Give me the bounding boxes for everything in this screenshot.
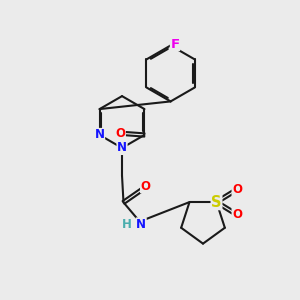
Text: O: O [115,127,125,140]
Text: O: O [232,183,242,196]
Text: F: F [170,38,180,50]
Text: S: S [211,195,222,210]
Text: O: O [141,180,151,193]
Text: N: N [94,128,105,142]
Text: H: H [122,218,131,231]
Text: N: N [117,141,127,154]
Text: O: O [232,208,242,221]
Text: N: N [136,218,146,231]
